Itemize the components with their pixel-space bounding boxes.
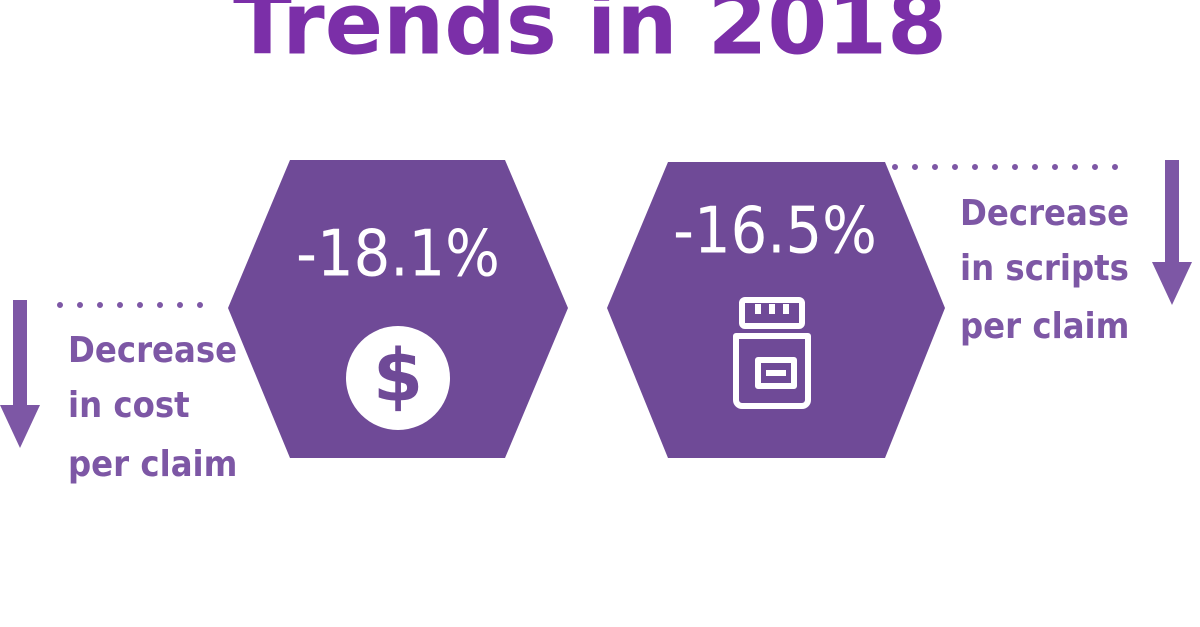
stat-description: Decrease [960, 193, 1129, 234]
down-arrow [1152, 160, 1192, 305]
svg-text:$: $ [373, 334, 423, 418]
hexagon [607, 162, 945, 458]
stat-description: per claim [68, 444, 237, 485]
stat-value: -16.5% [673, 195, 877, 269]
down-arrow [0, 300, 40, 448]
hexagon [228, 160, 568, 458]
stat-description: in cost [68, 385, 190, 426]
stat-value: -18.1% [296, 218, 500, 292]
stat-description: in scripts [960, 248, 1129, 289]
stat-description: Decrease [68, 330, 237, 371]
dollar-icon: $ [346, 326, 450, 430]
stat-description: per claim [960, 306, 1129, 347]
jar-icon [733, 297, 811, 409]
title: Trends in 2018 [233, 0, 947, 74]
